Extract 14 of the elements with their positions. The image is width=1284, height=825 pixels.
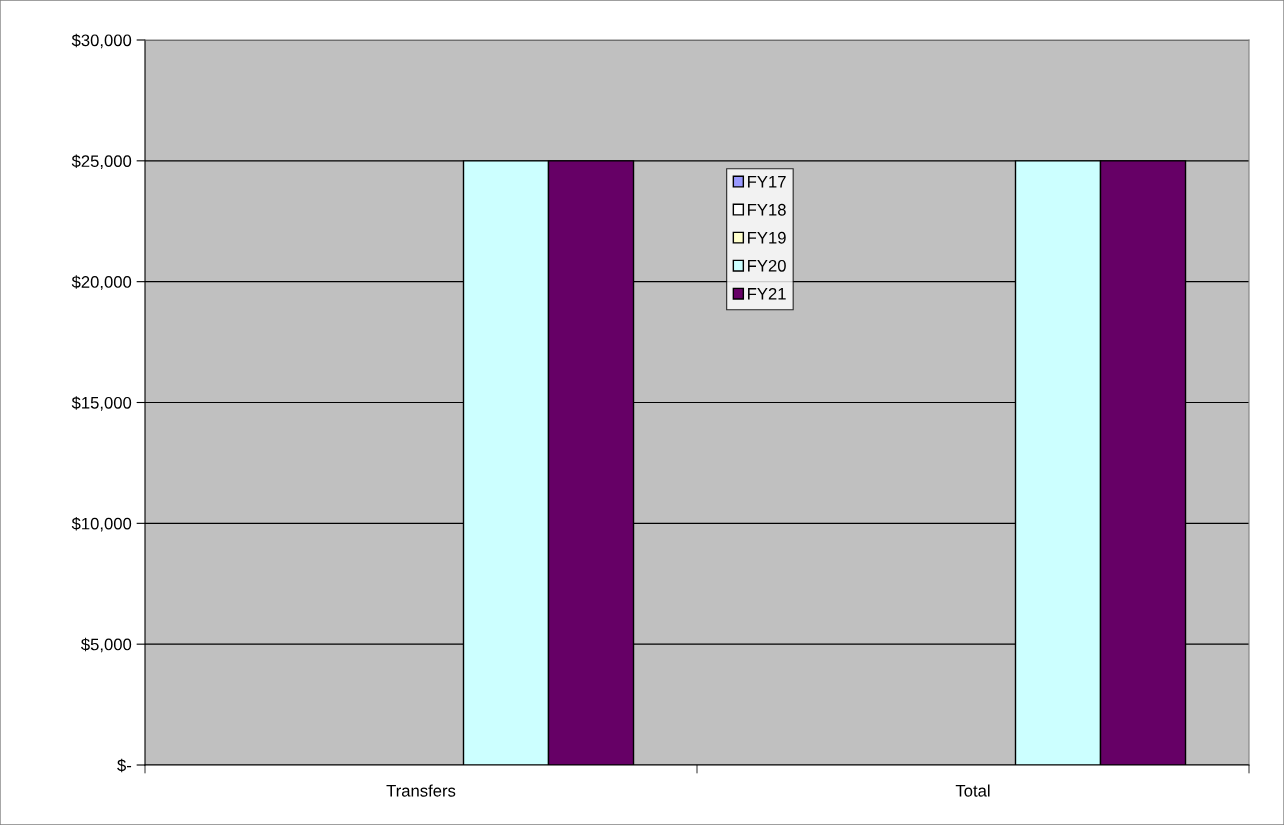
y-tick-label: $5,000 <box>81 637 132 653</box>
x-tick-label: Transfers <box>386 784 456 797</box>
y-tick-label: $10,000 <box>71 517 132 532</box>
legend-label: FY18 <box>748 203 786 216</box>
y-tick-label: $25,000 <box>71 154 132 170</box>
legend-label: FY19 <box>748 231 786 244</box>
y-tick-label: $20,000 <box>71 275 132 290</box>
y-tick-label: $15,000 <box>71 396 132 411</box>
legend-label: FY17 <box>748 175 786 188</box>
y-tick-label: $30,000 <box>71 33 132 49</box>
legend-label: FY20 <box>748 259 786 272</box>
x-tick-label: Total <box>955 784 990 797</box>
y-tick-label: $- <box>117 758 132 773</box>
legend-label: FY21 <box>748 287 786 300</box>
